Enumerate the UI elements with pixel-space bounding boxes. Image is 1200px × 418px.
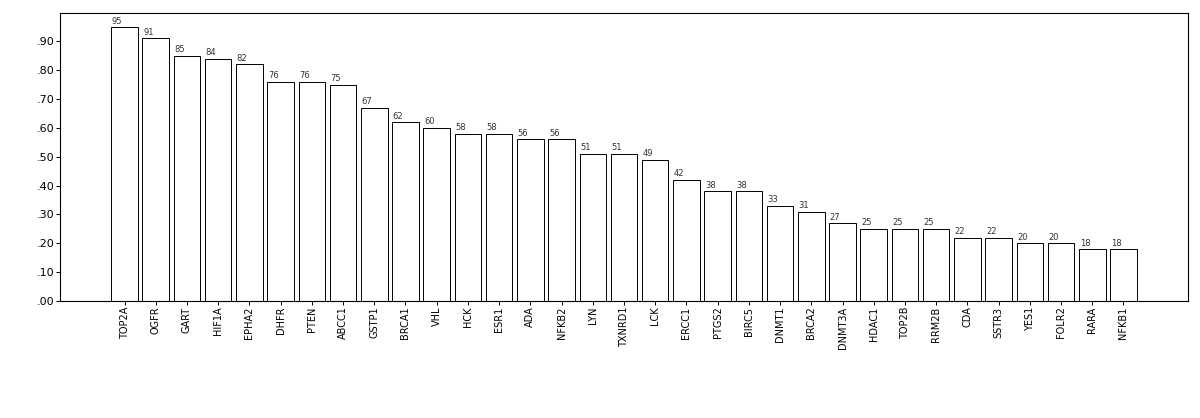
Bar [1016,243,1043,301]
Text: 58: 58 [455,123,466,132]
Text: 85: 85 [174,46,185,54]
Text: 25: 25 [924,219,934,227]
Text: 18: 18 [1111,239,1122,247]
Bar [892,229,918,301]
Text: 49: 49 [642,149,653,158]
Bar [143,38,169,301]
Text: 56: 56 [548,129,559,138]
Text: 25: 25 [893,219,902,227]
Bar [330,85,356,301]
Text: 82: 82 [236,54,247,63]
Bar [923,229,949,301]
Text: 18: 18 [1080,239,1091,247]
Text: 22: 22 [955,227,965,236]
Bar [455,134,481,301]
Bar [299,82,325,301]
Bar [1110,249,1136,301]
Text: 38: 38 [706,181,715,190]
Bar [829,223,856,301]
Text: 38: 38 [737,181,746,190]
Bar [392,122,419,301]
Text: 76: 76 [299,71,310,80]
Text: 25: 25 [862,219,871,227]
Text: 60: 60 [424,117,434,127]
Text: 62: 62 [392,112,403,121]
Bar [205,59,232,301]
Text: 31: 31 [799,201,809,210]
Bar [767,206,793,301]
Bar [517,140,544,301]
Bar [673,180,700,301]
Bar [985,237,1012,301]
Bar [642,160,668,301]
Text: 42: 42 [673,169,684,178]
Text: 27: 27 [830,213,840,222]
Bar [1079,249,1105,301]
Bar [548,140,575,301]
Bar [236,64,263,301]
Text: 20: 20 [1018,233,1027,242]
Bar [268,82,294,301]
Bar [580,154,606,301]
Bar [424,128,450,301]
Bar [361,108,388,301]
Bar [954,237,980,301]
Text: 51: 51 [611,143,622,153]
Text: 22: 22 [986,227,996,236]
Bar [611,154,637,301]
Text: 56: 56 [517,129,528,138]
Bar [736,191,762,301]
Bar [486,134,512,301]
Text: 84: 84 [205,48,216,57]
Text: 58: 58 [486,123,497,132]
Text: 67: 67 [361,97,372,106]
Text: 95: 95 [112,17,122,25]
Text: 20: 20 [1049,233,1058,242]
Bar [1048,243,1074,301]
Bar [704,191,731,301]
Text: 76: 76 [268,71,278,80]
Text: 75: 75 [330,74,341,83]
Bar [860,229,887,301]
Bar [798,212,824,301]
Bar [112,27,138,301]
Text: 33: 33 [768,195,778,204]
Text: 51: 51 [580,143,590,153]
Bar [174,56,200,301]
Text: 91: 91 [143,28,154,37]
